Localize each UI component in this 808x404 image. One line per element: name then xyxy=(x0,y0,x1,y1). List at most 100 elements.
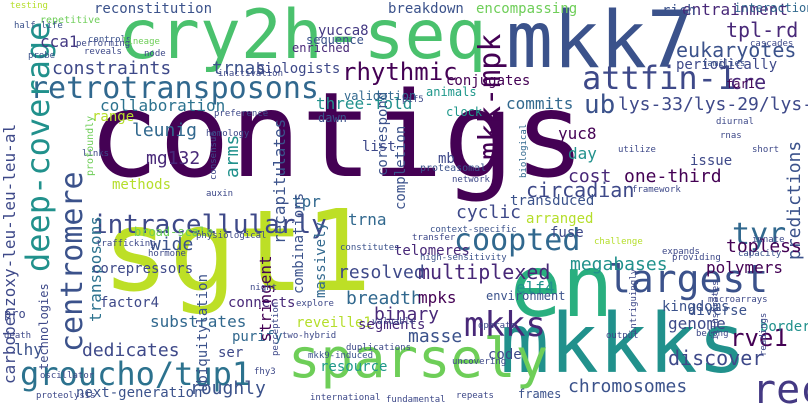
word-microarrays: microarrays xyxy=(708,295,768,305)
word-substrates: substrates xyxy=(150,312,247,331)
word-megabases: megabases xyxy=(570,254,668,275)
word-cascades: cascades xyxy=(750,39,794,49)
word-testing: testing xyxy=(10,1,48,11)
word-lys: lys-33/lys-29/lys-6 xyxy=(618,94,808,115)
word-mpks: mpks xyxy=(418,288,457,307)
word-ub: ub xyxy=(584,90,616,120)
word-periodically: periodically xyxy=(676,57,778,73)
word-elf4: elf4 xyxy=(516,278,555,297)
word-expands: expands xyxy=(662,247,700,257)
word-providing: providing xyxy=(672,253,721,263)
word-cyclic: cyclic xyxy=(456,202,522,223)
word-repetitive: repetitive xyxy=(40,15,101,26)
word-diurnal: diurnal xyxy=(716,117,754,127)
word-dedicates: dedicates xyxy=(82,340,180,361)
word-circadian: circadian xyxy=(526,178,635,202)
word-collaboration: collaboration xyxy=(100,96,226,115)
word-frames: frames xyxy=(518,387,562,401)
word-fuse: fuse xyxy=(550,225,584,241)
word-sequence: sequence xyxy=(306,33,364,47)
word-methods: methods xyxy=(112,177,172,193)
word-lhy: lhy xyxy=(14,340,43,359)
word-retrotransposons: retrotransposons xyxy=(30,71,319,106)
word-context-specific: context-specific xyxy=(430,225,517,235)
word-resource: resource xyxy=(320,359,388,375)
word-oscillator: oscillator xyxy=(40,371,95,381)
word-sparsely: sparsely xyxy=(288,327,549,390)
word-network: network xyxy=(452,175,490,185)
word-intriguingly: intriguingly xyxy=(629,268,639,334)
word-entrainment: entrainment xyxy=(682,0,788,19)
word-duplications: duplications xyxy=(346,343,412,353)
word-animals: animals xyxy=(426,85,477,99)
word-validation: validation xyxy=(344,89,417,103)
word-interactions: interactions xyxy=(734,1,808,15)
word-wide: wide xyxy=(150,234,194,255)
word-connects: connects xyxy=(228,295,296,311)
word-list: list xyxy=(362,139,396,155)
word-homology: homology xyxy=(206,129,250,139)
word-far1: far1 xyxy=(726,77,755,91)
word-death: death xyxy=(4,331,32,341)
word-conjugates: conjugates xyxy=(446,73,531,89)
word-reveille1: reveille1 xyxy=(296,315,372,331)
word-families: families xyxy=(702,59,746,69)
word-mg132: mg132 xyxy=(146,148,201,169)
word-trnas: trnas xyxy=(212,58,267,79)
word-lineage: lineage xyxy=(122,37,160,47)
word-mb: mb xyxy=(438,151,455,167)
word-framework: framework xyxy=(632,185,681,195)
word-capacity: capacity xyxy=(738,249,782,259)
word-roughly: roughly xyxy=(190,378,266,399)
word-mkkks: mkkks xyxy=(500,297,747,392)
word-environment: environment xyxy=(486,289,566,303)
word-biological: biological xyxy=(519,123,529,178)
word-diverse: diverse xyxy=(688,303,748,319)
word-ubiquitylation: ubiquitylation xyxy=(195,273,211,392)
word-commits: commits xyxy=(506,94,574,113)
word-fundamental: fundamental xyxy=(386,395,446,404)
word-topless: topless xyxy=(726,236,802,257)
word-readings: readings xyxy=(759,312,769,356)
word-largest: largest xyxy=(608,257,769,301)
word-sgt1: sgt1 xyxy=(102,187,372,317)
word-innate: innate xyxy=(752,235,785,245)
word-kingdoms: kingdoms xyxy=(662,299,730,315)
word-purify: purify xyxy=(232,329,283,345)
word-encompassing: encompassing xyxy=(476,1,578,17)
word-segments: segments xyxy=(358,317,426,333)
word-proteolysis: proteolysis xyxy=(36,391,96,401)
word-valuable: valuable xyxy=(372,317,416,327)
word-rhythmic: rhythmic xyxy=(342,58,458,86)
word-day: day xyxy=(568,144,597,163)
word-rnas: rnas xyxy=(720,131,742,141)
word-recombinase: recombinase xyxy=(752,367,808,404)
word-reconstitution: reconstitution xyxy=(94,1,213,17)
word-rve1: rve1 xyxy=(730,324,788,352)
word-arranged: arranged xyxy=(526,211,594,227)
word-node: node xyxy=(144,49,166,59)
word-illustrates: illustrates xyxy=(711,280,721,340)
word-binary: binary xyxy=(374,304,440,325)
word-reveals: reveals xyxy=(84,47,122,57)
word-biologists: biologists xyxy=(256,61,341,77)
word-links: links xyxy=(82,149,110,159)
word-trafficking: trafficking xyxy=(96,239,156,249)
word-physiological: physiological xyxy=(196,231,267,241)
word-resolved: resolved xyxy=(338,262,425,283)
word-performing: performing xyxy=(76,39,131,49)
word-operate: operate xyxy=(478,321,516,331)
word-eukaryotes: eukaryotes xyxy=(676,38,797,62)
word-ser: ser xyxy=(218,345,244,361)
word-utilize: utilize xyxy=(618,145,656,155)
word-multiplexed: multiplexed xyxy=(418,260,551,284)
word-telomeres: telomeres xyxy=(394,243,470,259)
word-next-generation: next-generation xyxy=(76,385,203,401)
word-centromere: centromere xyxy=(55,171,90,352)
word-constraints: constraints xyxy=(52,58,172,79)
word-combinations: combinations xyxy=(291,192,307,294)
word-groucho-tup1: groucho/tup1 xyxy=(20,355,252,393)
word-code: code xyxy=(488,347,522,363)
word-perception: perception xyxy=(271,301,281,356)
word-preference: preference xyxy=(214,109,269,119)
